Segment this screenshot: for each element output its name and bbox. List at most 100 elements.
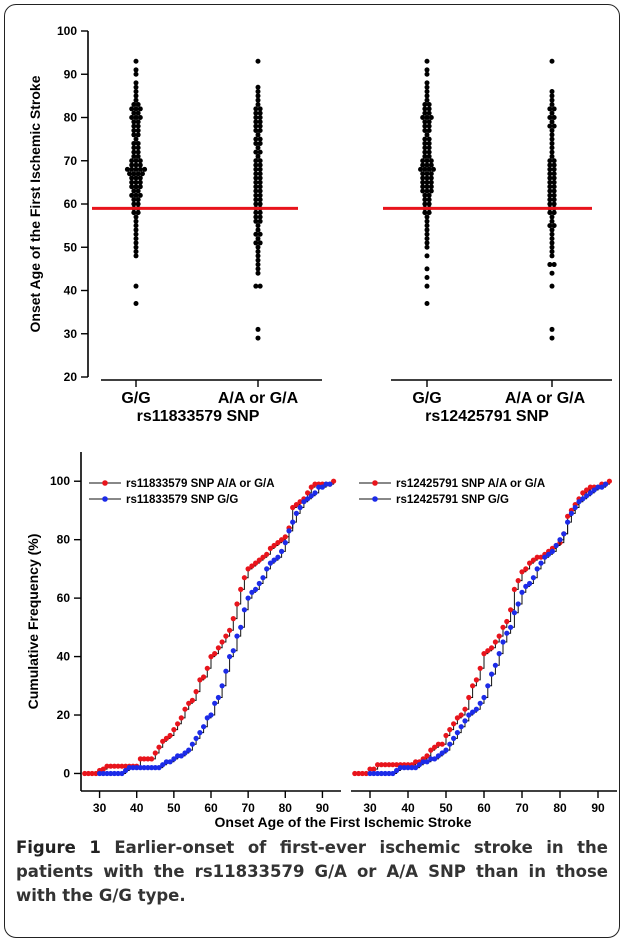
cumulative-point xyxy=(167,759,173,765)
dotplot-point xyxy=(422,136,428,142)
dotplot-point xyxy=(547,115,553,120)
dotplot-point xyxy=(129,192,135,198)
dotplot-point xyxy=(547,158,553,164)
cumulative-x-tick-label: 40 xyxy=(130,801,144,815)
cumulative-x-tick-label: 90 xyxy=(591,801,605,815)
cumulative-point xyxy=(375,762,381,768)
cumulative-point xyxy=(473,677,479,683)
cumulative-point xyxy=(527,580,533,587)
dotplot-point xyxy=(124,166,130,172)
dotplot-point xyxy=(424,184,430,190)
cumulative-point xyxy=(587,484,594,490)
cumulative-x-tick-label: 30 xyxy=(363,801,377,815)
cumulative-point xyxy=(171,756,177,762)
cumulative-x-tick-label: 80 xyxy=(553,801,567,815)
cumulative-point xyxy=(293,502,299,508)
dotplot-snp-label: rs12425791 SNP xyxy=(425,408,549,425)
dotplot-point xyxy=(253,166,259,172)
dotplot-point xyxy=(549,119,555,125)
dotplot-point xyxy=(551,106,557,112)
dotplot-point xyxy=(133,283,139,289)
cumulative-point xyxy=(435,741,441,747)
cumulative-series-line xyxy=(99,483,330,774)
cumulative-point xyxy=(208,712,214,718)
dotplot-point xyxy=(547,188,553,194)
cumulative-point xyxy=(561,531,567,537)
cumulative-point xyxy=(428,756,434,762)
cumulative-point xyxy=(111,763,117,769)
dotplot-point xyxy=(424,171,430,177)
cumulative-y-tick-label: 80 xyxy=(57,533,71,547)
dotplot-point xyxy=(428,115,434,120)
cumulative-point xyxy=(462,718,468,724)
dotplot-point xyxy=(253,162,259,168)
cumulative-point xyxy=(97,770,103,777)
cumulative-point xyxy=(489,671,495,677)
legend-label: rs11833579 SNP A/A or G/A xyxy=(126,478,275,490)
legend-marker xyxy=(102,496,108,502)
cumulative-point xyxy=(331,478,337,484)
dotplot-point xyxy=(255,89,261,95)
dotplot-point xyxy=(253,197,259,203)
dotplot-point xyxy=(131,119,137,125)
dotplot-point xyxy=(133,253,139,259)
dotplot-point xyxy=(139,171,145,177)
dotplot-point xyxy=(257,127,263,133)
dotplot-y-tick-label: 30 xyxy=(64,327,78,341)
dotplot-point xyxy=(424,214,430,220)
cumulative-point xyxy=(553,542,559,549)
dotplot-point xyxy=(253,136,259,142)
cumulative-point xyxy=(253,586,259,593)
dotplot-point xyxy=(551,123,557,129)
dotplot-point xyxy=(129,166,135,172)
cumulative-x-tick-label: 30 xyxy=(93,801,107,815)
dotplot-point xyxy=(549,89,555,95)
cumulative-point xyxy=(145,756,151,762)
cumulative-point xyxy=(223,633,229,639)
cumulative-point xyxy=(466,712,472,718)
cumulative-point xyxy=(100,770,106,777)
cumulative-point xyxy=(126,765,132,771)
cumulative-point xyxy=(93,770,99,777)
dotplot-point xyxy=(422,123,428,129)
cumulative-point xyxy=(137,756,143,762)
dotplot-point xyxy=(424,175,430,181)
dotplot-point xyxy=(257,197,263,203)
cumulative-point xyxy=(473,706,479,712)
cumulative-point xyxy=(451,735,457,742)
dotplot-point xyxy=(135,145,141,151)
cumulative-point xyxy=(565,513,571,519)
cumulative-point xyxy=(171,727,177,733)
dotplot-point xyxy=(424,132,430,138)
dotplot-point xyxy=(133,179,139,185)
dotplot-point xyxy=(131,123,137,129)
cumulative-point xyxy=(264,551,270,557)
dotplot-point xyxy=(420,188,426,194)
dotplot-point xyxy=(135,140,141,146)
cumulative-point xyxy=(119,770,125,777)
dotplot-point xyxy=(135,210,141,216)
cumulative-x-tick-label: 70 xyxy=(241,801,255,815)
dotplot-point xyxy=(422,149,428,155)
cumulative-point xyxy=(238,586,244,593)
dotplot-point xyxy=(253,127,259,133)
cumulative-point xyxy=(163,735,169,742)
dotplot-point xyxy=(133,214,139,220)
cumulative-point xyxy=(241,575,247,581)
cumulative-point xyxy=(470,683,476,689)
dotplot-point xyxy=(424,223,430,229)
dotplot-point xyxy=(549,58,555,64)
dotplot-point xyxy=(549,218,555,224)
dotplot-point xyxy=(131,149,137,155)
dotplot-point xyxy=(549,227,555,233)
dotplot-point xyxy=(426,110,432,116)
dotplot-point xyxy=(133,136,139,142)
dotplot-point xyxy=(424,158,430,164)
cumulative-point xyxy=(363,770,369,777)
dotplot-point xyxy=(551,201,557,207)
dotplot-y-tick-label: 90 xyxy=(64,67,78,81)
cumulative-point xyxy=(538,554,544,560)
dotplot-point xyxy=(426,197,432,203)
legend-marker xyxy=(372,480,378,486)
cumulative-point xyxy=(115,763,121,769)
